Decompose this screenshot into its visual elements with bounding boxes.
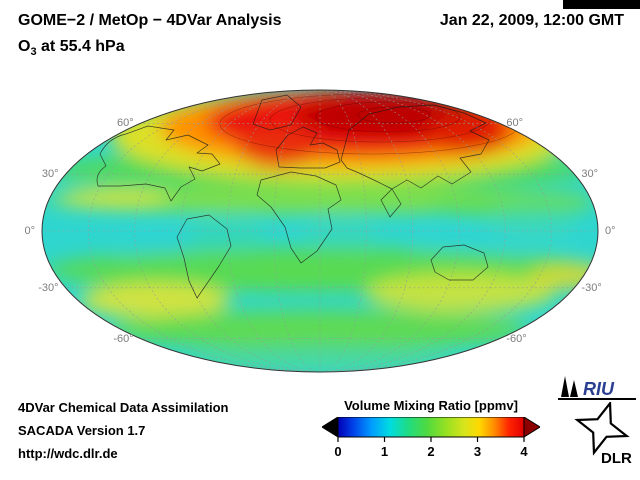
dlr-logo-text: DLR [601, 450, 632, 466]
continent-australia [430, 244, 489, 281]
colorbar-gradient [337, 417, 525, 438]
dlr-logo: DLR [574, 402, 632, 466]
continent-asia [340, 104, 490, 190]
colorbar-ticks [337, 437, 525, 442]
latitude-label: -30° [581, 281, 602, 294]
top-right-black-bar [563, 0, 640, 9]
pressure-level: at 55.4 hPa [36, 38, 125, 55]
latitude-label: 30° [581, 168, 599, 181]
dlr-star-icon [574, 402, 630, 456]
page-title: GOME−2 / MetOp − 4DVar Analysis [18, 12, 282, 29]
latitude-label: 60° [506, 117, 523, 130]
species-symbol: O [18, 38, 31, 55]
latitude-label: 60° [116, 117, 134, 130]
footer-url-text: http://wdc.dlr.de [18, 446, 118, 461]
continent-europe [275, 126, 341, 169]
footer-assimilation-text: 4DVar Chemical Data Assimilation [18, 400, 229, 415]
riu-underline [558, 398, 636, 400]
riu-logo: RIU [558, 376, 636, 400]
colorbar-title: Volume Mixing Ratio [ppmv] [344, 398, 518, 413]
riu-logo-text: RIU [583, 379, 615, 399]
continent-india [380, 188, 402, 218]
footer-version-text: SACADA Version 1.7 [18, 423, 146, 438]
species-subscript: 3 [30, 46, 37, 59]
graticule [42, 90, 598, 372]
latitude-label: 0° [605, 225, 616, 237]
subtitle-species-level: O3 at 55.4 hPa [18, 38, 125, 58]
colorbar-right-arrow [523, 417, 540, 438]
colorbar-tick-label: 0 [334, 444, 342, 459]
colorbar-tick-label: 3 [473, 444, 482, 459]
continent-north-america [96, 125, 221, 202]
continent-greenland [252, 94, 302, 131]
colorbar-tick-label: 1 [380, 444, 389, 459]
latitude-label: 0° [24, 225, 35, 237]
riu-spire-icon [561, 376, 569, 397]
analysis-datetime: Jan 22, 2009, 12:00 GMT [439, 12, 624, 29]
latitude-label: -60° [506, 332, 527, 345]
colorbar-left-arrow [322, 417, 339, 438]
colorbar-tick-label: 4 [520, 444, 528, 459]
map-outline [41, 89, 599, 373]
continent-south-america [176, 214, 232, 299]
world-ozone-map [41, 89, 599, 373]
latitude-label: -60° [113, 332, 134, 345]
continent-africa [256, 171, 342, 264]
colorbar [322, 417, 540, 442]
latitude-label: 30° [41, 168, 59, 181]
colorbar-tick-label: 2 [427, 444, 435, 459]
riu-spire-icon [570, 380, 578, 397]
continent-outlines [96, 94, 490, 299]
latitude-label: -30° [38, 281, 59, 294]
